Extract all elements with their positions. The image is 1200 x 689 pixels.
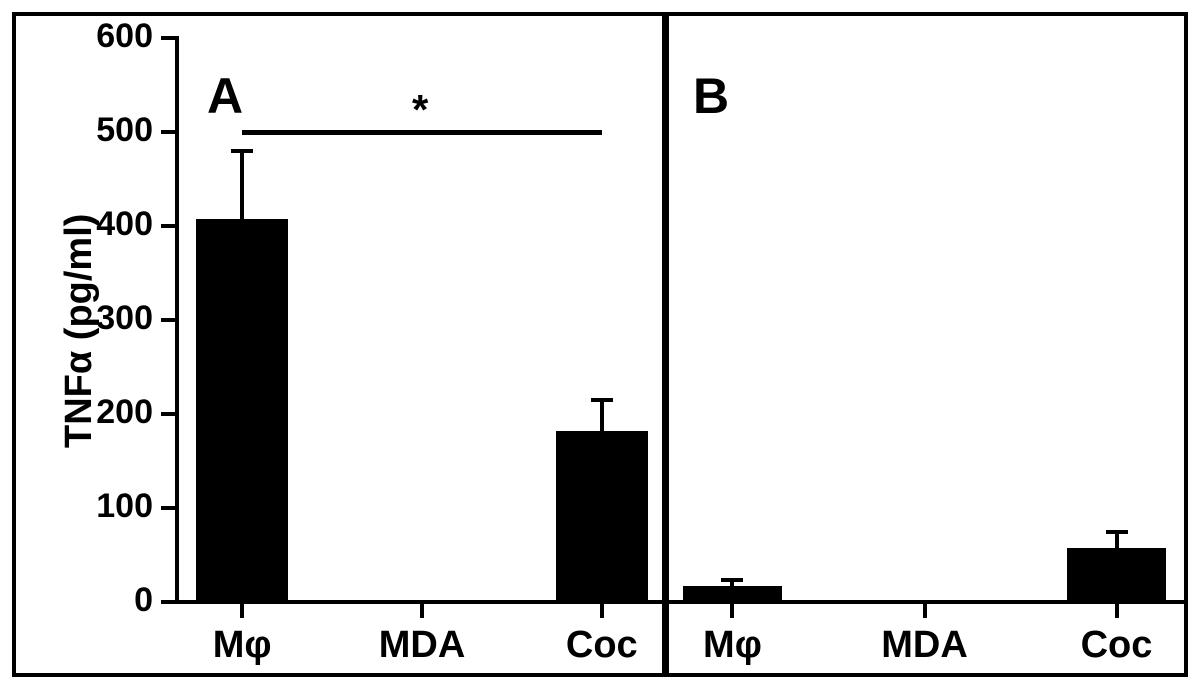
error-cap: [591, 398, 613, 402]
y-tick-label: 600: [96, 17, 153, 56]
x-tick: [240, 604, 244, 618]
category-label: Mφ: [182, 624, 302, 667]
error-cap: [231, 149, 253, 153]
x-tick: [600, 604, 604, 618]
significance-star: *: [412, 86, 428, 134]
x-tick: [1115, 604, 1119, 618]
y-tick: [161, 318, 175, 322]
category-label: Coc: [1057, 624, 1177, 667]
y-tick: [161, 506, 175, 510]
y-axis: [175, 36, 179, 604]
x-tick: [420, 604, 424, 618]
y-tick: [161, 412, 175, 416]
error-bar: [240, 149, 244, 220]
y-tick-label: 0: [134, 581, 153, 620]
bar: [683, 586, 782, 600]
x-tick: [730, 604, 734, 618]
panel-divider: [662, 16, 669, 673]
y-tick: [161, 130, 175, 134]
y-tick: [161, 36, 175, 40]
x-tick: [923, 604, 927, 618]
panel-label-B: B: [693, 67, 729, 125]
bar: [196, 219, 288, 600]
y-tick-label: 400: [96, 205, 153, 244]
category-label: MDA: [362, 624, 482, 667]
x-axis: [175, 600, 1184, 604]
y-tick-label: 100: [96, 487, 153, 526]
y-tick: [161, 600, 175, 604]
error-cap: [721, 578, 743, 582]
category-label: MDA: [865, 624, 985, 667]
y-axis-label: TNFα (pg/ml): [58, 214, 101, 448]
y-tick-label: 500: [96, 111, 153, 150]
panel-label-A: A: [207, 67, 243, 125]
bar: [556, 431, 648, 600]
y-tick: [161, 224, 175, 228]
category-label: Coc: [542, 624, 662, 667]
error-cap: [1106, 530, 1128, 534]
figure-root: 0 100 200 300 400 500 600 TNFα (pg/ml) A Mφ MDA Coc…: [0, 0, 1200, 689]
category-label: Mφ: [672, 624, 792, 667]
y-tick-label: 300: [96, 299, 153, 338]
y-tick-label: 200: [96, 393, 153, 432]
bar: [1067, 548, 1166, 600]
error-bar: [600, 398, 604, 431]
